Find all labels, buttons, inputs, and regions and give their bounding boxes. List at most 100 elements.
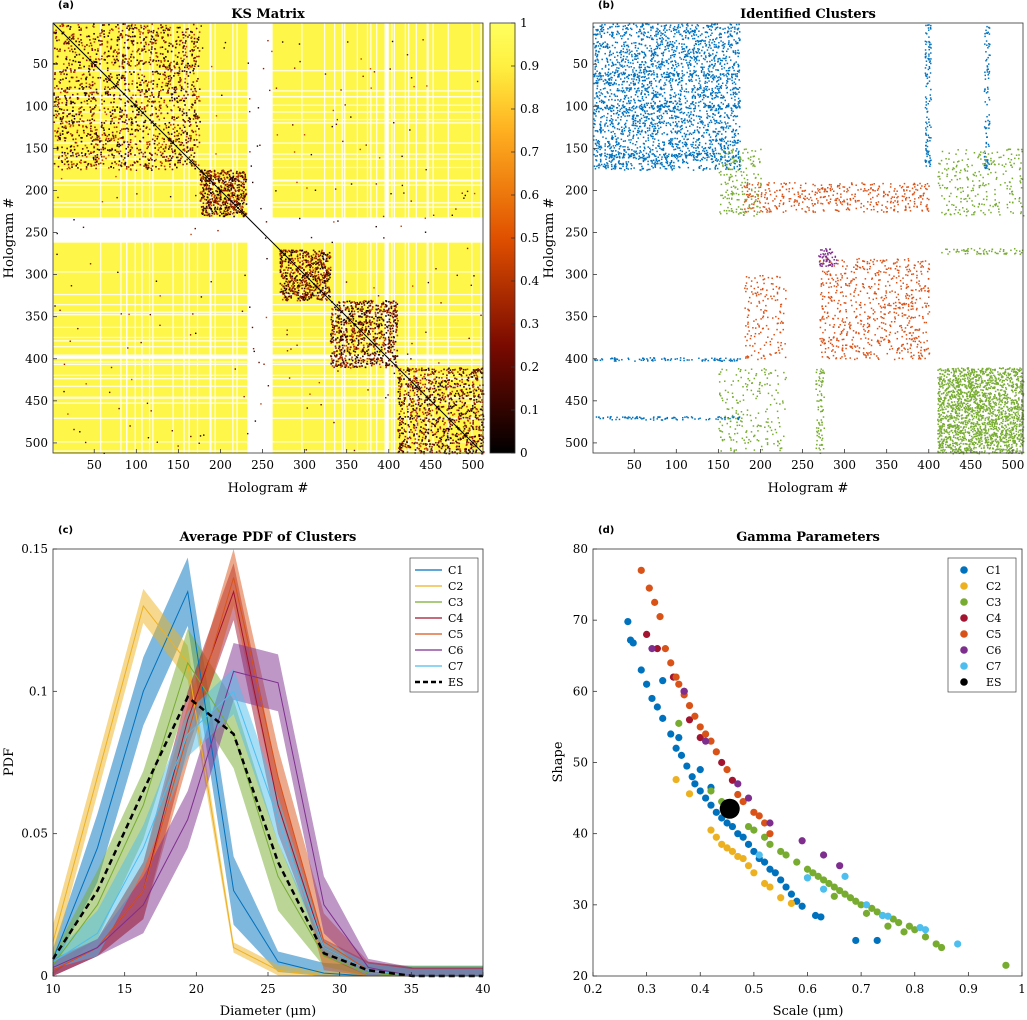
ks-cell [66, 73, 68, 76]
ks-cell [296, 268, 299, 270]
ks-cell [182, 46, 185, 48]
ks-cell [99, 44, 101, 46]
ks-cell [435, 431, 438, 434]
ks-cell [305, 272, 308, 274]
ks-cell [163, 99, 166, 102]
ks-cell [334, 188, 337, 190]
ks-cell [164, 29, 167, 32]
ks-cell [418, 448, 420, 450]
ks-cell [145, 80, 147, 82]
ks-cell [223, 181, 226, 184]
ks-cell [121, 65, 124, 68]
ks-cell [293, 67, 296, 69]
ks-cell [287, 283, 290, 286]
ks-cell [475, 398, 478, 401]
ks-cell [91, 114, 94, 117]
ks-cell [344, 321, 347, 323]
ks-cell [127, 130, 130, 133]
ks-cell [426, 405, 429, 407]
ks-cell [342, 331, 345, 333]
ks-cell [310, 295, 313, 298]
ks-cell [78, 111, 80, 113]
ks-cell [365, 320, 368, 323]
ks-cell [134, 116, 137, 119]
ks-cell [343, 351, 345, 353]
ks-cell [477, 369, 480, 372]
ks-cell [116, 130, 118, 133]
ks-cell [238, 211, 241, 213]
ks-cell [307, 260, 309, 262]
ks-cell [180, 141, 182, 144]
ks-cell [167, 82, 169, 85]
ks-cell [457, 415, 460, 418]
ks-cell [65, 56, 68, 58]
ks-cell [233, 209, 235, 211]
ks-cell [351, 359, 354, 362]
ks-cell [292, 292, 294, 295]
ks-cell [178, 141, 180, 143]
ks-cell [450, 397, 452, 400]
ks-cell [428, 369, 430, 371]
ks-cell [144, 110, 147, 113]
ks-cell [391, 40, 394, 43]
ks-cell [353, 322, 356, 325]
ks-cell [95, 104, 97, 107]
ks-cell [233, 178, 235, 180]
ks-cell [208, 187, 210, 189]
ks-cell [323, 272, 325, 274]
ks-cell [112, 137, 115, 139]
ks-cell [245, 178, 248, 181]
ks-cell [86, 102, 89, 105]
ks-cell [66, 87, 69, 89]
ks-cell [334, 350, 336, 353]
empty-line-vertical [134, 23, 136, 453]
ks-cell [56, 104, 59, 106]
ks-cell [123, 41, 126, 44]
ks-cell [468, 337, 470, 340]
ks-cell [172, 123, 175, 126]
ks-cell [208, 199, 210, 202]
ks-cell [130, 117, 132, 119]
ks-cell [410, 401, 413, 403]
ks-cell [127, 60, 129, 63]
ks-cell [70, 100, 72, 103]
ks-cell [123, 121, 126, 124]
ks-cell [474, 370, 476, 373]
ks-cell [440, 447, 443, 450]
ks-cell [448, 398, 451, 400]
ks-cell [114, 59, 117, 62]
ks-cell [435, 396, 437, 399]
ks-cell [431, 449, 433, 452]
ks-cell [323, 277, 325, 280]
ks-cell [67, 47, 70, 49]
ks-cell [401, 184, 404, 187]
ks-cell [68, 36, 71, 39]
ks-cell [361, 316, 363, 318]
ks-cell [76, 131, 79, 134]
ks-cell [60, 120, 63, 123]
ks-cell [151, 154, 153, 157]
ks-cell [435, 407, 438, 410]
ks-cell [126, 127, 128, 130]
ks-cell [97, 50, 99, 52]
ks-cell [209, 206, 211, 209]
ks-cell [59, 132, 62, 135]
ks-cell [445, 377, 448, 379]
ks-cell [205, 211, 207, 214]
ks-cell [95, 128, 98, 131]
ks-cell [434, 382, 437, 385]
ks-cell [424, 369, 427, 371]
ks-cell [299, 253, 302, 255]
ks-cell [314, 272, 316, 274]
ks-cell [231, 179, 234, 181]
ks-cell [212, 179, 215, 181]
ks-cell [478, 434, 480, 436]
ks-cell [326, 286, 329, 289]
ks-cell [406, 369, 409, 372]
ks-cell [205, 187, 208, 190]
ks-cell [442, 430, 445, 433]
ks-cell [465, 434, 468, 437]
ks-cell [203, 185, 206, 187]
ks-cell [281, 275, 284, 277]
ks-cell [299, 257, 301, 259]
